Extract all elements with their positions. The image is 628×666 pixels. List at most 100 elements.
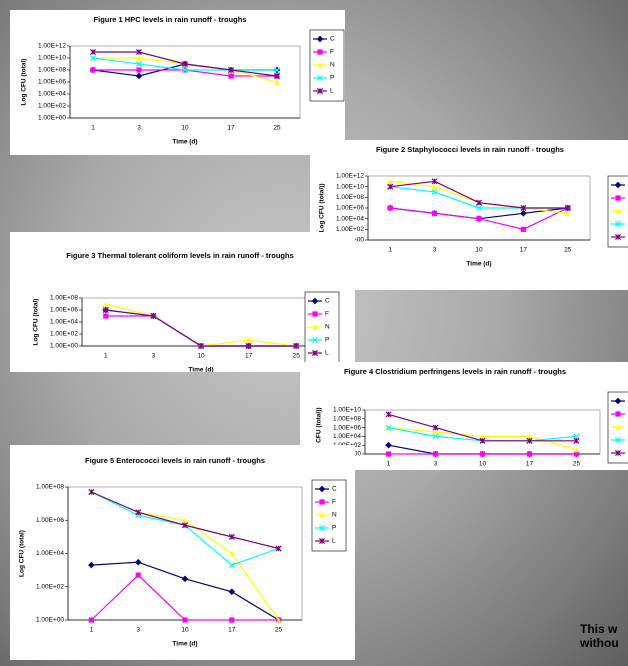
x-tick-label: 10: [475, 247, 483, 254]
x-tick-label: 1: [91, 125, 95, 132]
plot-area: [82, 298, 320, 346]
x-tick-label: 10: [181, 627, 189, 634]
x-axis-label: Time (d): [466, 261, 491, 268]
legend-label: F: [325, 311, 329, 318]
chart-box: Figure 2 Staphylococci levels in rain ru…: [310, 140, 628, 290]
legend-label: F: [332, 499, 336, 506]
y-tick-label: 1.00E+10: [38, 55, 66, 62]
chart-box: Figure 3 Thermal tolerant coliform level…: [10, 232, 355, 372]
marker: [312, 311, 317, 316]
x-tick-label: 1: [388, 247, 392, 254]
y-tick-label: 1.00E+08: [333, 416, 361, 423]
x-tick-label: 3: [433, 247, 437, 254]
y-tick-label: 1.00E+12: [336, 173, 364, 180]
legend-label: F: [330, 49, 334, 56]
y-tick-label: 1.00E+10: [333, 407, 361, 414]
marker: [388, 205, 393, 210]
legend-label: N: [332, 512, 337, 519]
legend-label: P: [332, 525, 336, 532]
x-tick-label: 17: [245, 353, 253, 360]
legend-label: L: [332, 538, 336, 545]
x-tick-label: 25: [293, 353, 301, 360]
slide: This w withou Figure 1 HPC levels in rai…: [0, 0, 628, 666]
x-tick-label: 25: [564, 247, 572, 254]
y-tick-label: 1.00E+02: [38, 103, 66, 110]
y-axis-label: Log CFU (total): [33, 299, 40, 346]
x-tick-label: 10: [181, 125, 189, 132]
chart-box: Figure 1 HPC levels in rain runoff - tro…: [10, 10, 345, 155]
y-tick-label: 1.00E+06: [38, 79, 66, 86]
y-tick-label: 1.00E+08: [38, 67, 66, 74]
y-axis-label: Log CFU (total): [21, 59, 28, 106]
marker: [228, 73, 233, 78]
x-tick-label: 17: [228, 627, 236, 634]
plot-area: [70, 46, 300, 118]
x-tick-label: 10: [197, 353, 205, 360]
x-tick-label: 25: [275, 627, 283, 634]
marker: [136, 573, 141, 578]
legend-label: N: [325, 324, 330, 331]
legend-label: N: [330, 62, 335, 69]
marker: [480, 451, 485, 456]
x-tick-label: 1: [90, 627, 94, 634]
marker: [182, 617, 187, 622]
marker: [615, 195, 620, 200]
y-tick-label: 1.00E+08: [50, 295, 78, 302]
chart: 1.00E+001.00E+021.00E+041.00E+061.00E+08…: [310, 140, 628, 290]
legend-label: L: [325, 350, 329, 357]
chart-box: Figure 5 Enterococci levels in rain runo…: [10, 445, 355, 660]
marker: [229, 617, 234, 622]
y-tick-label: 1.00E+12: [38, 43, 66, 50]
legend-label: P: [325, 337, 329, 344]
x-tick-label: 3: [137, 125, 141, 132]
y-tick-label: 1.00E+00: [36, 617, 64, 624]
y-tick-label: 1.00E+04: [38, 91, 66, 98]
x-tick-label: 3: [136, 627, 140, 634]
marker: [521, 227, 526, 232]
y-tick-label: 1.00E+04: [333, 433, 361, 440]
slide-text: This w: [580, 622, 617, 636]
y-axis-label: Log CFU (total)): [319, 183, 326, 232]
x-tick-label: 25: [573, 461, 581, 468]
marker: [103, 313, 108, 318]
x-axis-label: Time (d): [172, 641, 197, 648]
y-tick-label: 1.00E+00: [50, 343, 78, 350]
marker: [136, 67, 141, 72]
marker: [90, 67, 95, 72]
x-tick-label: 17: [526, 461, 534, 468]
x-tick-label: 3: [434, 461, 438, 468]
marker: [615, 411, 620, 416]
marker: [319, 499, 324, 504]
x-tick-label: 10: [479, 461, 487, 468]
y-tick-label: 1.00E+10: [336, 183, 364, 190]
chart: 1.00E+00 1.00E+02 1.00E+04 1.00E+06 1.00E+08…: [10, 445, 355, 660]
marker: [433, 451, 438, 456]
x-tick-label: 17: [520, 247, 528, 254]
y-tick-label: 1.00E+02: [36, 583, 64, 590]
chart: 1.00E+00 1.00E+02 1.00E+04 1.00E+06 1.00E+08…: [10, 10, 345, 155]
y-tick-label: 1.00E+02: [50, 331, 78, 338]
y-tick-label: 1.00E+08: [36, 484, 64, 491]
legend-label: C: [332, 486, 337, 493]
y-tick-label: 1.00E+04: [336, 215, 364, 222]
x-axis-label: Time (d): [172, 139, 197, 146]
x-tick-label: 1: [104, 353, 108, 360]
y-axis-label: Log CFU (total): [19, 530, 26, 577]
y-tick-label: 1.00E+00: [38, 115, 66, 122]
plot-area: [68, 487, 302, 620]
y-tick-label: 1.00E+06: [50, 307, 78, 314]
marker: [432, 211, 437, 216]
x-axis-label: Time (d): [188, 367, 213, 372]
x-tick-label: 1: [387, 461, 391, 468]
y-tick-label: 1.00E+06: [333, 424, 361, 431]
y-tick-label: 1.00E+04: [50, 319, 78, 326]
marker: [89, 617, 94, 622]
slide-text: withou: [580, 636, 619, 650]
legend-label: C: [325, 298, 330, 305]
marker: [476, 216, 481, 221]
marker: [386, 451, 391, 456]
y-tick-label: 1.00E+06: [336, 205, 364, 212]
y-tick-label: 1.00E+06: [36, 517, 64, 524]
marker: [527, 451, 532, 456]
y-tick-label: 1.00E+04: [36, 550, 64, 557]
